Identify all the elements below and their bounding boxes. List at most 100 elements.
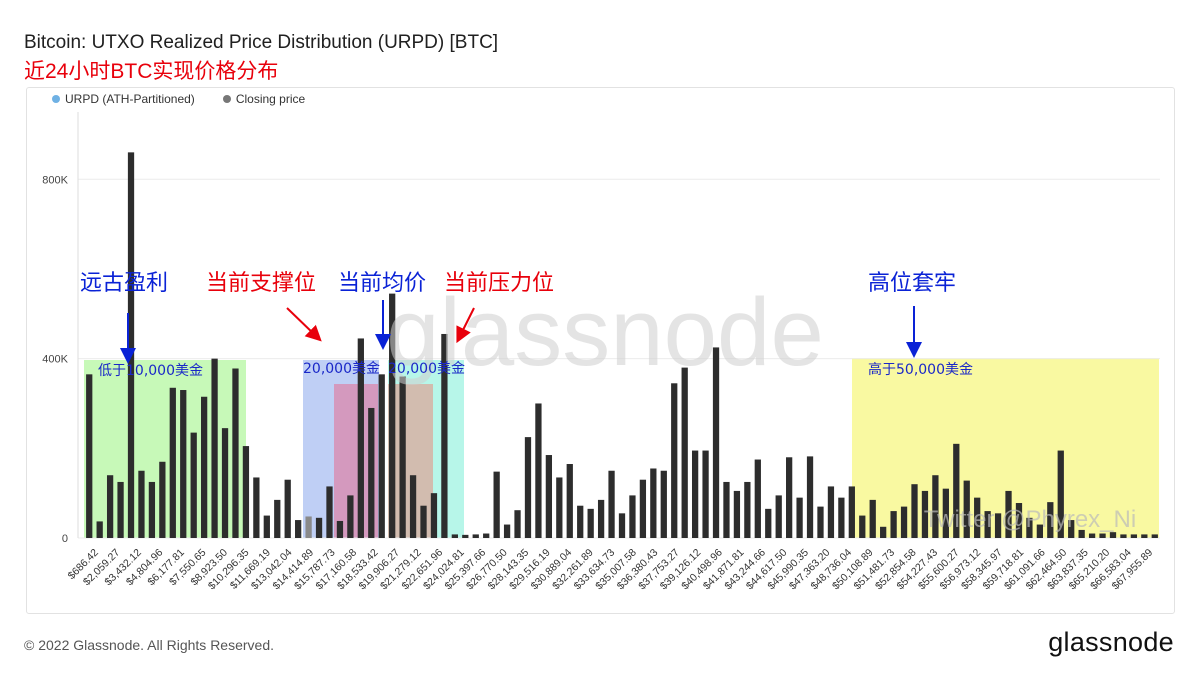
urpd-bar[interactable] <box>869 499 876 538</box>
urpd-bar[interactable] <box>775 495 782 538</box>
urpd-bar[interactable] <box>148 481 156 538</box>
urpd-bar[interactable] <box>263 515 270 538</box>
urpd-bar[interactable] <box>180 390 187 538</box>
urpd-bar[interactable] <box>911 484 918 538</box>
urpd-bar[interactable] <box>838 497 845 538</box>
urpd-bar[interactable] <box>671 383 678 538</box>
urpd-bar[interactable] <box>96 521 103 538</box>
urpd-bar[interactable] <box>1068 520 1075 538</box>
urpd-bar[interactable] <box>1036 524 1043 538</box>
urpd-bar[interactable] <box>1057 450 1064 538</box>
urpd-bar[interactable] <box>754 459 761 538</box>
urpd-bar[interactable] <box>514 510 521 538</box>
urpd-bar[interactable] <box>451 534 458 538</box>
urpd-bar[interactable] <box>1141 534 1148 538</box>
urpd-bar[interactable] <box>597 499 605 538</box>
urpd-bar[interactable] <box>796 497 803 538</box>
urpd-bar[interactable] <box>806 456 814 538</box>
urpd-bar[interactable] <box>295 520 302 538</box>
urpd-bar[interactable] <box>483 533 490 538</box>
urpd-bar[interactable] <box>681 367 688 538</box>
urpd-bar[interactable] <box>211 358 218 538</box>
urpd-bar[interactable] <box>880 526 887 538</box>
urpd-bar[interactable] <box>389 293 396 538</box>
urpd-bar[interactable] <box>201 396 208 538</box>
urpd-bar[interactable] <box>420 505 427 538</box>
urpd-bar[interactable] <box>315 517 323 538</box>
urpd-bar[interactable] <box>399 376 406 538</box>
urpd-bar[interactable] <box>1130 534 1138 538</box>
urpd-bar[interactable] <box>963 480 970 538</box>
urpd-bar[interactable] <box>932 475 939 538</box>
urpd-bar[interactable] <box>357 338 364 538</box>
urpd-bar[interactable] <box>765 508 772 538</box>
urpd-bar[interactable] <box>1088 533 1096 538</box>
urpd-bar[interactable] <box>430 493 438 538</box>
urpd-bar[interactable] <box>702 450 709 538</box>
urpd-bar[interactable] <box>336 520 344 538</box>
urpd-bar[interactable] <box>284 479 291 538</box>
urpd-bar[interactable] <box>566 464 573 538</box>
urpd-bar[interactable] <box>1005 490 1012 538</box>
urpd-bar[interactable] <box>890 511 897 538</box>
urpd-bar[interactable] <box>556 477 563 538</box>
urpd-bar[interactable] <box>660 470 667 538</box>
urpd-bar[interactable] <box>608 470 615 538</box>
urpd-bar[interactable] <box>629 495 636 538</box>
urpd-bar[interactable] <box>326 486 333 538</box>
urpd-bar[interactable] <box>242 446 250 538</box>
urpd-bar[interactable] <box>848 486 855 538</box>
urpd-bar[interactable] <box>86 374 93 538</box>
urpd-bar[interactable] <box>106 475 114 538</box>
urpd-bar[interactable] <box>1099 533 1106 538</box>
urpd-bar[interactable] <box>827 486 835 538</box>
urpd-bar[interactable] <box>462 534 469 538</box>
urpd-bar[interactable] <box>1078 529 1085 538</box>
urpd-bar[interactable] <box>984 511 991 538</box>
urpd-bar[interactable] <box>493 471 500 538</box>
urpd-bar[interactable] <box>650 468 657 538</box>
urpd-bar[interactable] <box>127 152 135 539</box>
urpd-bar[interactable] <box>1026 517 1033 538</box>
legend-item-closing[interactable]: Closing price <box>222 92 305 106</box>
urpd-bar[interactable] <box>900 506 908 538</box>
urpd-bar[interactable] <box>368 407 375 538</box>
urpd-bar[interactable] <box>378 374 385 538</box>
urpd-bar[interactable] <box>159 461 166 538</box>
urpd-bar[interactable] <box>744 481 751 538</box>
urpd-bar[interactable] <box>274 499 281 538</box>
urpd-bar[interactable] <box>221 428 229 538</box>
urpd-bar[interactable] <box>587 508 594 538</box>
urpd-bar[interactable] <box>577 505 584 538</box>
urpd-bar[interactable] <box>953 443 960 538</box>
urpd-bar[interactable] <box>409 475 417 538</box>
urpd-bar[interactable] <box>921 490 929 538</box>
urpd-bar[interactable] <box>817 506 824 538</box>
urpd-bar[interactable] <box>524 437 532 538</box>
urpd-bar[interactable] <box>1109 532 1117 538</box>
closing-price-bar[interactable] <box>305 516 312 538</box>
urpd-bar[interactable] <box>117 481 124 538</box>
urpd-bar[interactable] <box>1120 534 1127 538</box>
urpd-bar[interactable] <box>974 497 981 538</box>
urpd-bar[interactable] <box>1047 502 1054 538</box>
urpd-bar[interactable] <box>942 488 949 538</box>
urpd-bar[interactable] <box>712 347 720 538</box>
urpd-bar[interactable] <box>691 450 699 538</box>
urpd-bar[interactable] <box>786 457 793 538</box>
urpd-bar[interactable] <box>232 368 239 539</box>
urpd-bar[interactable] <box>535 403 542 538</box>
urpd-bar[interactable] <box>347 495 354 538</box>
urpd-bar[interactable] <box>545 455 553 538</box>
urpd-bar[interactable] <box>1015 503 1023 538</box>
urpd-bar[interactable] <box>994 513 1002 538</box>
urpd-bar[interactable] <box>733 490 741 538</box>
urpd-bar[interactable] <box>169 387 176 538</box>
urpd-bar[interactable] <box>859 515 866 538</box>
urpd-bar[interactable] <box>503 524 511 538</box>
urpd-bar[interactable] <box>253 477 260 538</box>
legend-item-urpd[interactable]: URPD (ATH-Partitioned) <box>52 92 195 106</box>
urpd-bar[interactable] <box>441 333 448 538</box>
urpd-bar[interactable] <box>138 470 145 538</box>
urpd-bar[interactable] <box>618 513 626 538</box>
